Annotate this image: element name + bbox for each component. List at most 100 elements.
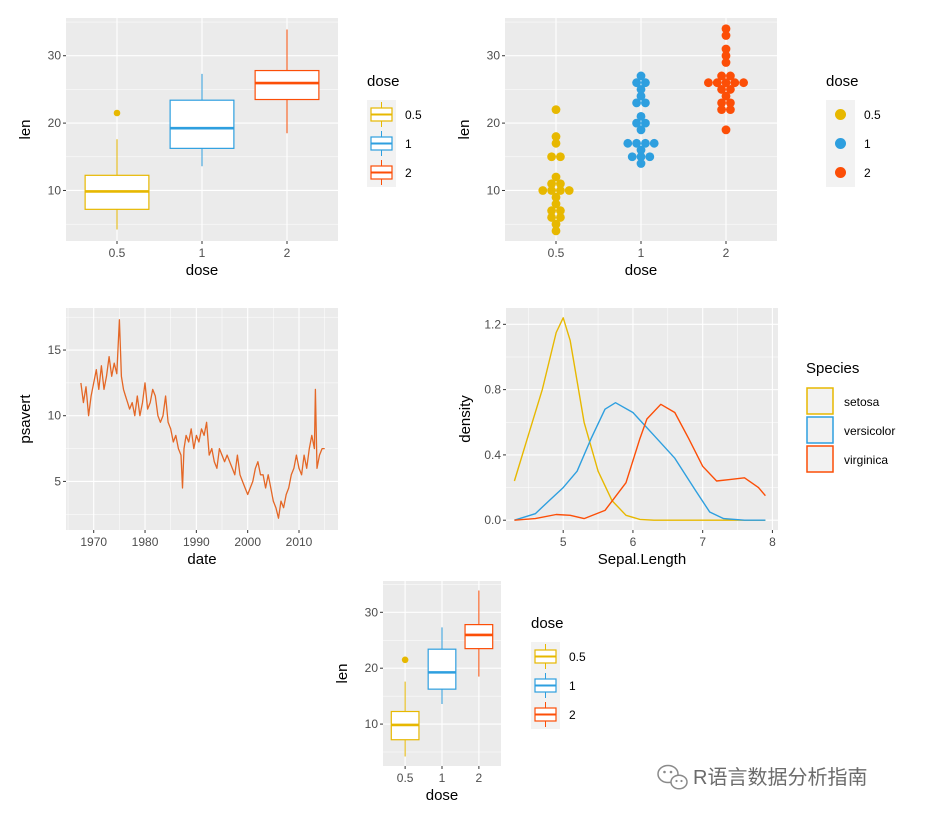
y-axis-title: len — [456, 119, 473, 139]
y-tick-label: 10 — [48, 183, 62, 197]
y-axis-title: density — [457, 395, 474, 443]
dot-point — [645, 152, 655, 162]
dot-point — [632, 138, 641, 148]
legend-key-2: 2 — [826, 158, 871, 187]
dot-point — [730, 78, 740, 88]
dot-point — [636, 152, 646, 162]
dot-point — [721, 44, 731, 54]
dot-point — [632, 98, 641, 108]
x-tick-label: 1970 — [80, 535, 107, 549]
dot-point — [704, 78, 713, 88]
legend-title: dose — [531, 615, 564, 632]
density-line-versicolor — [514, 402, 766, 521]
y-tick-label: 0.8 — [484, 383, 501, 397]
x-tick-label: 5 — [560, 535, 567, 549]
dot-point — [551, 105, 561, 115]
box2-plot: 10 20 30 0.5 1 2 dose len dose 0.5 1 2 — [334, 581, 586, 804]
y-axis-title: len — [334, 663, 351, 683]
x-tick-label: 2000 — [234, 535, 261, 549]
dot-point — [636, 159, 646, 168]
dot-point — [627, 152, 637, 162]
legend-key-versicolor: versicolor — [806, 416, 895, 444]
box-body — [254, 69, 320, 101]
x-tick-label: 1 — [199, 246, 206, 260]
dot-point — [641, 78, 650, 88]
dot-point — [717, 71, 726, 81]
y-tick-label: 10 — [487, 183, 501, 197]
legend-label: 1 — [569, 679, 576, 693]
x-tick-label: 6 — [630, 535, 637, 549]
x-tick-label: 1 — [439, 771, 446, 785]
dot-point — [551, 172, 561, 182]
wechat-bubble-big — [657, 764, 679, 784]
dot-point — [721, 51, 731, 61]
legend-label: 0.5 — [864, 108, 881, 122]
x-tick-label: 1990 — [183, 535, 210, 549]
y-tick-label: 30 — [365, 605, 379, 619]
density-line-setosa — [513, 317, 766, 521]
x-tick-label: 8 — [769, 535, 776, 549]
box-body — [427, 648, 457, 690]
density-line-virginica — [514, 403, 766, 521]
dot-point — [551, 219, 561, 229]
dot-point — [551, 192, 561, 202]
legend-dot — [835, 167, 846, 178]
legend-title: dose — [826, 73, 859, 90]
dot-point — [632, 118, 641, 128]
dot-point — [636, 91, 646, 101]
box-1 — [169, 73, 235, 167]
y-tick-label: 20 — [365, 661, 379, 675]
dot-point — [739, 78, 748, 88]
x-axis-title: dose — [186, 262, 219, 279]
legend-label: 2 — [864, 166, 871, 180]
y-tick-label: 1.2 — [484, 317, 501, 331]
legend-key-0.5: 0.5 — [826, 100, 881, 129]
wechat-icon — [657, 764, 688, 790]
dot-point — [636, 111, 646, 121]
x-tick-label: 2 — [284, 246, 291, 260]
line1-plot: 5 10 15 1970 1980 1990 2000 2010 date psavert — [17, 308, 338, 568]
outlier-point — [113, 109, 121, 117]
x-tick-label: 2010 — [286, 535, 313, 549]
y-tick-label: 0.4 — [484, 448, 501, 462]
legend-title: Species — [806, 360, 859, 377]
legend-label: 2 — [405, 166, 412, 180]
dot-point — [649, 138, 659, 148]
x-tick-label: 0.5 — [109, 246, 126, 260]
dot-point — [721, 58, 731, 67]
wechat-eye — [663, 770, 666, 774]
dot-point — [556, 179, 565, 189]
legend-key-1: 1 — [531, 671, 576, 700]
x-axis-title: date — [187, 551, 216, 568]
dot-point — [547, 186, 556, 195]
x-tick-label: 7 — [699, 535, 706, 549]
outlier-point — [401, 656, 409, 664]
y-tick-label: 10 — [48, 409, 62, 423]
box-1 — [427, 627, 457, 704]
legend-dot — [835, 109, 846, 120]
legend-key-1: 1 — [826, 129, 871, 158]
y-tick-label: 30 — [48, 49, 62, 63]
y-tick-label: 10 — [365, 717, 379, 731]
dot-point — [551, 138, 561, 148]
legend-label: setosa — [844, 395, 880, 409]
dot-point — [726, 98, 735, 108]
legend-label: virginica — [844, 453, 888, 467]
dot-point — [556, 152, 565, 162]
wechat-eye — [680, 779, 683, 783]
legend-label: 0.5 — [569, 650, 586, 664]
dot-point — [641, 138, 650, 148]
dot-point — [547, 213, 556, 222]
legend-label: 0.5 — [405, 108, 422, 122]
box-0.5 — [390, 656, 420, 757]
legend-label: 2 — [569, 708, 576, 722]
box1-plot: 10 20 30 0.5 1 2 dose len dose 0.5 1 2 — [17, 18, 422, 279]
dot-point — [538, 186, 548, 195]
dot-point — [556, 186, 565, 195]
dot-point — [636, 125, 646, 135]
dot-point — [556, 206, 565, 216]
legend: dose 0.5 1 2 — [826, 73, 881, 187]
y-tick-label: 20 — [48, 116, 62, 130]
legend-key-2: 2 — [531, 700, 576, 729]
x-axis-title: dose — [426, 787, 459, 804]
